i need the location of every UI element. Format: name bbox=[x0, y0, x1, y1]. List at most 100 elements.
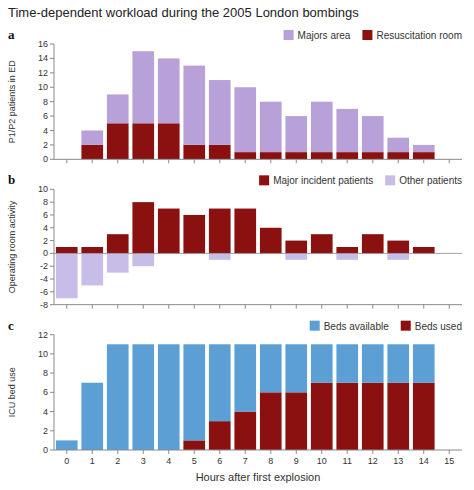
bar bbox=[209, 253, 231, 259]
y-tick-label: 2 bbox=[43, 140, 48, 150]
bar bbox=[107, 344, 129, 450]
bars bbox=[81, 51, 434, 159]
bar bbox=[158, 123, 180, 159]
y-tick-label: 12 bbox=[38, 68, 48, 78]
x-tick-label: 9 bbox=[294, 456, 299, 466]
y-tick bbox=[50, 353, 54, 354]
bars bbox=[56, 202, 435, 298]
bar bbox=[209, 145, 231, 159]
legend: Beds availableBeds used bbox=[310, 321, 462, 332]
bar bbox=[413, 152, 435, 159]
bar bbox=[336, 152, 358, 159]
legend-swatch bbox=[310, 321, 320, 331]
y-tick-label: -4 bbox=[40, 274, 48, 284]
bar bbox=[183, 215, 205, 253]
y-tick-label: 8 bbox=[43, 97, 48, 107]
bar bbox=[56, 440, 78, 450]
bar bbox=[260, 102, 282, 152]
x-tick bbox=[296, 305, 297, 309]
x-tick-label: 3 bbox=[141, 456, 146, 466]
x-tick-label: 11 bbox=[343, 456, 352, 466]
bar bbox=[285, 392, 307, 450]
y-tick bbox=[50, 411, 54, 412]
x-tick-label: 1 bbox=[90, 456, 95, 466]
y-tick bbox=[50, 279, 54, 280]
bar bbox=[132, 202, 154, 253]
x-tick bbox=[372, 450, 373, 454]
panel: cICU bed use0246810120123456789101112131… bbox=[7, 318, 462, 483]
x-tick bbox=[143, 159, 144, 163]
bar bbox=[362, 383, 384, 450]
legend-label: Other patients bbox=[399, 175, 462, 186]
x-tick bbox=[168, 305, 169, 309]
bar bbox=[285, 241, 307, 254]
bar bbox=[413, 145, 435, 152]
bar bbox=[336, 109, 358, 152]
legend-label: Beds available bbox=[324, 321, 389, 332]
y-tick bbox=[50, 214, 54, 215]
y-tick-label: 8 bbox=[43, 368, 48, 378]
x-tick-label: 8 bbox=[268, 456, 273, 466]
x-tick bbox=[398, 450, 399, 454]
x-tick-label: 10 bbox=[317, 456, 327, 466]
bars bbox=[56, 344, 435, 450]
y-tick-label: -6 bbox=[40, 287, 48, 297]
bar bbox=[362, 344, 384, 382]
x-tick bbox=[194, 159, 195, 163]
legend-label: Major incident patients bbox=[273, 175, 373, 186]
x-tick bbox=[66, 450, 67, 454]
y-tick-label: 16 bbox=[38, 39, 48, 49]
bar bbox=[56, 253, 78, 298]
y-tick bbox=[50, 266, 54, 267]
y-tick bbox=[50, 116, 54, 117]
bar bbox=[158, 344, 180, 450]
x-tick bbox=[194, 450, 195, 454]
y-tick-label: 2 bbox=[43, 236, 48, 246]
y-tick bbox=[50, 130, 54, 131]
bar bbox=[260, 152, 282, 159]
bar bbox=[107, 94, 129, 123]
bar bbox=[183, 145, 205, 159]
x-axis-label: Hours after first explosion bbox=[196, 471, 321, 483]
bar bbox=[183, 66, 205, 145]
y-tick bbox=[50, 373, 54, 374]
bar bbox=[183, 344, 205, 440]
x-tick-label: 2 bbox=[115, 456, 120, 466]
y-tick bbox=[50, 144, 54, 145]
x-tick bbox=[423, 305, 424, 309]
bar bbox=[81, 247, 103, 253]
bar bbox=[311, 344, 333, 382]
x-tick bbox=[168, 159, 169, 163]
legend-swatch bbox=[385, 175, 395, 185]
bar bbox=[387, 138, 409, 152]
legend-label: Majors area bbox=[298, 30, 351, 41]
bar bbox=[285, 116, 307, 152]
y-tick-label: -8 bbox=[40, 300, 48, 310]
panel-label: a bbox=[8, 27, 15, 42]
x-tick bbox=[219, 305, 220, 309]
y-tick-label: 0 bbox=[43, 445, 48, 455]
x-axis-line bbox=[54, 450, 462, 451]
x-tick bbox=[245, 450, 246, 454]
x-tick bbox=[245, 305, 246, 309]
x-tick-label: 12 bbox=[368, 456, 378, 466]
x-tick bbox=[372, 305, 373, 309]
x-tick bbox=[92, 305, 93, 309]
y-tick-label: 4 bbox=[43, 223, 48, 233]
y-tick bbox=[50, 253, 54, 254]
legend-label: Resuscitation room bbox=[376, 30, 462, 41]
x-tick bbox=[270, 305, 271, 309]
y-tick bbox=[50, 450, 54, 451]
y-axis-label: P1/P2 patients in ED bbox=[7, 60, 17, 144]
x-tick bbox=[92, 159, 93, 163]
y-tick-label: 14 bbox=[38, 53, 48, 63]
y-tick bbox=[50, 189, 54, 190]
panel: aP1/P2 patients in ED0246810121416Majors… bbox=[7, 27, 462, 164]
bar bbox=[413, 344, 435, 382]
y-tick-label: 4 bbox=[43, 407, 48, 417]
panel-label: b bbox=[8, 172, 15, 187]
bar bbox=[56, 247, 78, 253]
x-tick bbox=[194, 305, 195, 309]
bar bbox=[234, 412, 256, 450]
y-tick bbox=[50, 291, 54, 292]
